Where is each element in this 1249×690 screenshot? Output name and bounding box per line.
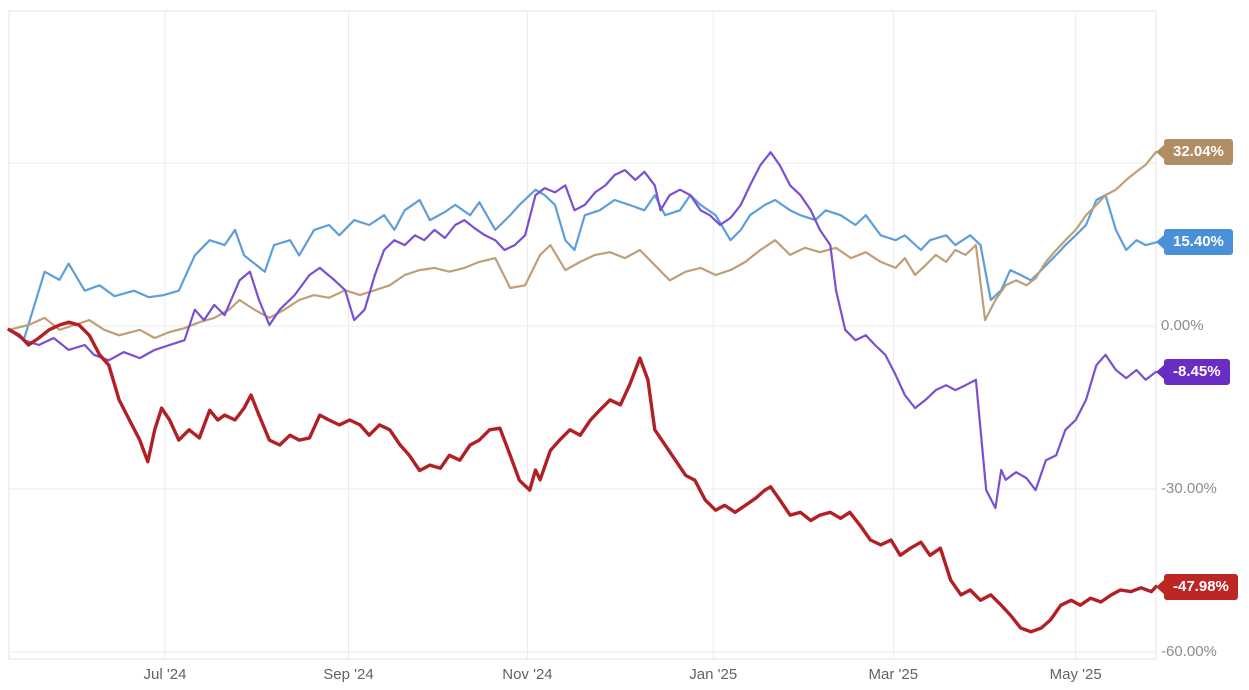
y-axis-label: -60.00% — [1161, 642, 1217, 660]
series-line-tan — [7, 150, 1158, 340]
end-badge-tan: 32.04% — [1164, 139, 1233, 165]
x-axis-label: Nov '24 — [502, 666, 553, 683]
plot-border — [8, 10, 1157, 660]
series-line-purple — [7, 151, 1158, 510]
x-axis-label: Mar '25 — [868, 666, 919, 683]
series-line-blue — [7, 188, 1158, 341]
x-axis-label: May '25 — [1049, 666, 1102, 683]
y-axis-label: -30.00% — [1161, 479, 1217, 497]
series-line-red — [7, 320, 1158, 634]
y-axis-label: 0.00% — [1161, 317, 1204, 335]
end-badge-blue: 15.40% — [1164, 229, 1233, 256]
end-badge-purple: -8.45% — [1164, 358, 1230, 385]
end-badge-red: -47.98% — [1164, 573, 1238, 600]
x-axis-label: Sep '24 — [323, 666, 374, 683]
x-axis-label: Jul '24 — [143, 666, 187, 683]
x-axis-label: Jan '25 — [689, 666, 738, 683]
